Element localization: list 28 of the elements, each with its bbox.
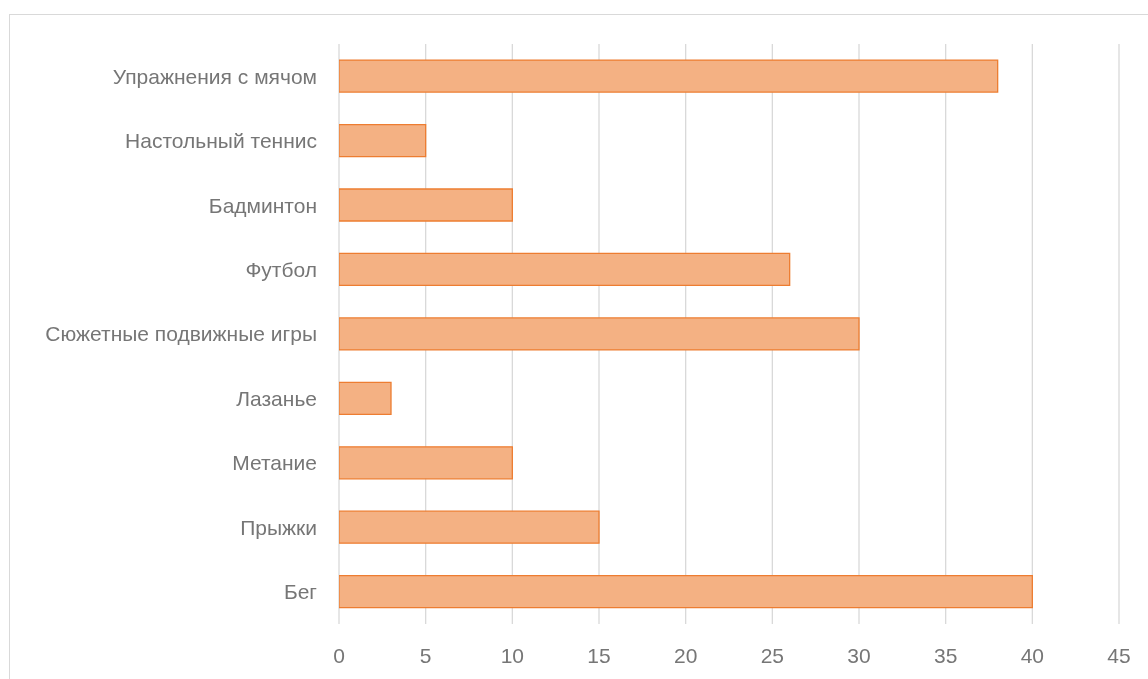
y-tick-label: Метание [232, 451, 317, 475]
bar [339, 317, 860, 351]
bar [339, 59, 999, 93]
y-tick-label: Бег [283, 580, 318, 604]
x-tick-label: 10 [500, 643, 525, 667]
y-tick-label: Лазанье [236, 386, 317, 410]
bar [339, 123, 427, 158]
y-tick-label: Сюжетные подвижные игры [45, 322, 317, 346]
x-tick-label: 35 [933, 643, 958, 667]
x-tick-label: 0 [333, 643, 345, 667]
x-tick-label: 40 [1020, 643, 1045, 667]
x-tick-label: 25 [760, 643, 785, 667]
x-tick-label: 5 [419, 643, 432, 667]
y-tick-label: Прыжки [240, 515, 317, 539]
bar [339, 446, 513, 480]
bar [339, 575, 1033, 609]
x-tick-label: 30 [847, 643, 871, 667]
x-tick-label: 20 [673, 643, 698, 667]
x-tick-label: 15 [587, 643, 611, 667]
y-tick-label: Футбол [245, 258, 317, 282]
x-tick-label: 45 [1107, 643, 1131, 667]
bar [339, 252, 791, 287]
y-tick-label: Настольный теннис [125, 129, 317, 153]
bar [339, 510, 600, 544]
y-tick-label: Упражнения с мячом [112, 64, 317, 88]
bar [339, 381, 392, 415]
y-tick-label: Бадминтон [208, 193, 317, 217]
bar [339, 188, 513, 222]
